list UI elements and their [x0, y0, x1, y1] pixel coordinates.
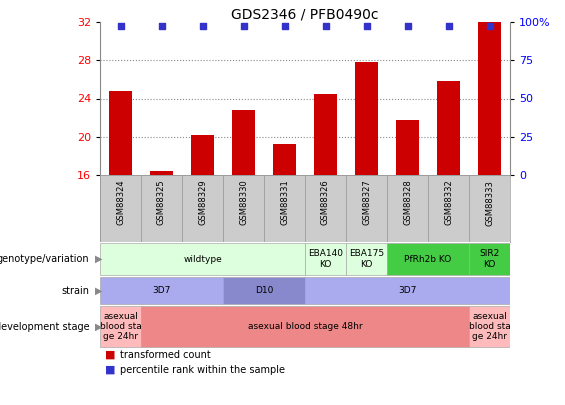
Bar [469, 175, 510, 242]
Text: GDS2346 / PFB0490c: GDS2346 / PFB0490c [231, 8, 379, 22]
Text: EBA175
KO: EBA175 KO [349, 249, 384, 269]
Bar [346, 243, 387, 275]
Text: asexual
blood sta
ge 24hr: asexual blood sta ge 24hr [99, 311, 141, 341]
Bar [223, 277, 305, 305]
Point [485, 23, 494, 29]
Text: transformed count: transformed count [120, 350, 211, 360]
Bar [100, 175, 141, 242]
Point [403, 23, 412, 29]
Point [198, 23, 207, 29]
Bar [109, 91, 132, 175]
Text: GSM88326: GSM88326 [321, 180, 330, 226]
Bar [305, 175, 346, 242]
Text: GSM88330: GSM88330 [239, 180, 248, 226]
Text: SIR2
KO: SIR2 KO [479, 249, 499, 269]
Text: ■: ■ [105, 365, 115, 375]
Bar [469, 306, 510, 347]
Bar [273, 145, 295, 175]
Text: GSM88328: GSM88328 [403, 180, 412, 226]
Point [444, 23, 453, 29]
Text: 3D7: 3D7 [398, 286, 417, 295]
Bar [428, 175, 469, 242]
Bar [150, 171, 173, 175]
Bar [264, 175, 305, 242]
Text: ▶: ▶ [95, 322, 102, 332]
Bar [346, 175, 387, 242]
Point [362, 23, 371, 29]
Bar [100, 243, 305, 275]
Text: strain: strain [62, 286, 89, 296]
Point [239, 23, 248, 29]
Bar [437, 81, 460, 175]
Text: 3D7: 3D7 [153, 286, 171, 295]
Text: EBA140
KO: EBA140 KO [308, 249, 343, 269]
Bar [182, 175, 223, 242]
Text: asexual blood stage 48hr: asexual blood stage 48hr [247, 322, 362, 331]
Text: GSM88324: GSM88324 [116, 180, 125, 225]
Text: PfRh2b KO: PfRh2b KO [405, 254, 451, 264]
Bar [469, 243, 510, 275]
Bar [191, 135, 214, 175]
Text: development stage: development stage [0, 322, 89, 332]
Text: GSM88329: GSM88329 [198, 180, 207, 225]
Bar [387, 175, 428, 242]
Bar [478, 22, 501, 175]
Text: GSM88327: GSM88327 [362, 180, 371, 226]
Text: ▶: ▶ [95, 286, 102, 296]
Bar [355, 62, 378, 175]
Point [321, 23, 330, 29]
Bar [305, 243, 346, 275]
Text: GSM88325: GSM88325 [157, 180, 166, 225]
Point [280, 23, 289, 29]
Text: GSM88331: GSM88331 [280, 180, 289, 226]
Text: D10: D10 [255, 286, 273, 295]
Point [157, 23, 166, 29]
Bar [223, 175, 264, 242]
Bar [141, 306, 469, 347]
Text: GSM88332: GSM88332 [444, 180, 453, 226]
Text: percentile rank within the sample: percentile rank within the sample [120, 365, 285, 375]
Text: ▶: ▶ [95, 254, 102, 264]
Bar [314, 94, 337, 175]
Bar [232, 110, 255, 175]
Point [116, 23, 125, 29]
Bar [396, 119, 419, 175]
Text: GSM88333: GSM88333 [485, 180, 494, 226]
Text: genotype/variation: genotype/variation [0, 254, 89, 264]
Bar [100, 306, 141, 347]
Bar [100, 277, 223, 305]
Bar [305, 277, 510, 305]
Text: wildtype: wildtype [183, 254, 222, 264]
Text: ■: ■ [105, 350, 115, 360]
Bar [141, 175, 182, 242]
Text: asexual
blood sta
ge 24hr: asexual blood sta ge 24hr [468, 311, 510, 341]
Bar [387, 243, 469, 275]
